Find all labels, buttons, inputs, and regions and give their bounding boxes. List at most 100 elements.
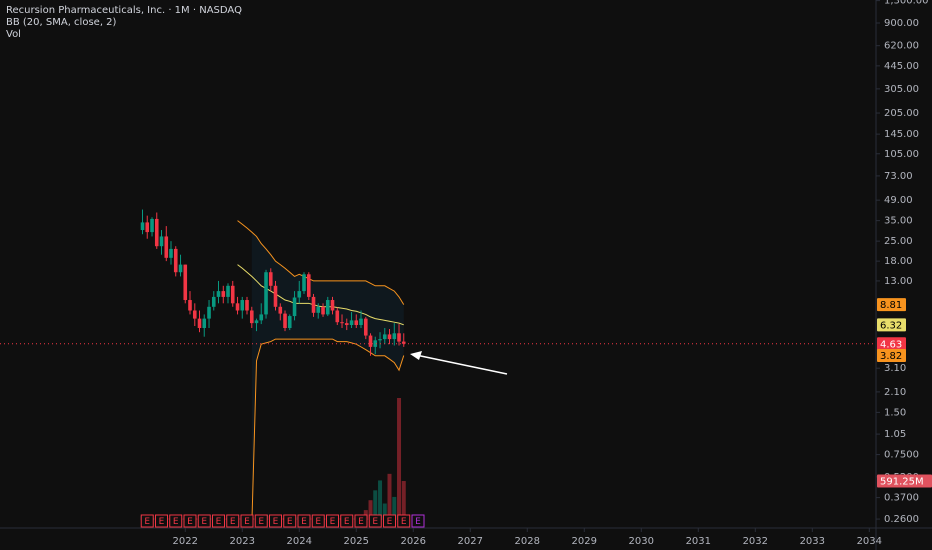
candle-body — [173, 248, 178, 273]
earnings-box — [297, 514, 311, 528]
earnings-box — [240, 514, 254, 528]
candle-body — [302, 274, 306, 292]
x-tick-label: 2028 — [515, 536, 540, 547]
earnings-box — [254, 514, 268, 528]
earnings-label: E — [287, 517, 293, 527]
candle-body — [221, 291, 226, 297]
earnings-label: E — [315, 517, 321, 527]
y-tick-label: 2.10 — [884, 387, 906, 398]
upper-tag-bg — [877, 298, 906, 312]
earnings-label: E — [173, 517, 179, 527]
volume-label: Vol — [6, 29, 21, 40]
volume-bar — [378, 480, 383, 520]
candle-body — [145, 222, 150, 233]
earnings-box — [169, 514, 183, 528]
candle-body — [378, 339, 382, 341]
earnings-box — [311, 514, 325, 528]
candle-body — [401, 341, 406, 344]
candle-body — [368, 335, 373, 347]
y-tick-label: 900.00 — [884, 18, 919, 29]
candle-body — [392, 333, 397, 340]
x-tick-label: 2025 — [344, 536, 369, 547]
earnings-box — [183, 514, 197, 528]
x-tick-label: 2029 — [572, 536, 597, 547]
y-tick-label: 35.00 — [884, 216, 913, 227]
earnings-box — [268, 514, 282, 528]
candle-body — [164, 236, 169, 258]
basis-tag-bg — [877, 318, 906, 332]
candle-body — [140, 222, 145, 231]
candle-body — [283, 313, 287, 328]
x-tick-label: 2031 — [686, 536, 711, 547]
earnings-label: E — [273, 517, 279, 527]
y-tick-label: 0.2600 — [884, 514, 919, 525]
candle-body — [254, 320, 259, 324]
candle-body — [245, 300, 249, 311]
lower-tag-bg — [877, 348, 906, 362]
y-tick-label: 1,300.00 — [884, 0, 929, 7]
candle-body — [292, 297, 297, 317]
y-tick-label: 18.00 — [884, 256, 913, 267]
earnings-label: E — [358, 517, 364, 527]
earnings-box — [383, 514, 397, 528]
earnings-label: E — [401, 517, 407, 527]
candle-body — [183, 264, 188, 301]
upper-tag: 8.81 — [880, 300, 902, 311]
earnings-box — [411, 514, 425, 528]
y-tick-label: 445.00 — [884, 61, 919, 72]
candle-body — [297, 291, 302, 298]
volume-bar — [368, 500, 373, 520]
y-tick-label: 1.05 — [884, 429, 906, 440]
candle-body — [150, 218, 154, 233]
basis-tag: 6.32 — [880, 320, 902, 331]
y-tick-label: 25.00 — [884, 236, 913, 247]
volume-tag: 591.25M — [880, 477, 924, 488]
candle-body — [159, 236, 164, 247]
x-tick-label: 2033 — [800, 536, 825, 547]
earnings-label: E — [144, 517, 150, 527]
last-price-tag: 4.63 — [880, 339, 902, 350]
chart-title: Recursion Pharmaceuticals, Inc. · 1M · N… — [6, 5, 242, 16]
candle-body — [359, 318, 363, 326]
earnings-label: E — [258, 517, 264, 527]
earnings-box — [197, 514, 211, 528]
candle-body — [325, 300, 330, 315]
earnings-label: E — [244, 517, 250, 527]
candle-body — [287, 316, 292, 328]
candle-body — [273, 285, 278, 307]
candle-body — [169, 248, 173, 258]
candle-body — [259, 314, 264, 321]
annotation-arrow — [410, 351, 508, 375]
earnings-label: E — [187, 517, 193, 527]
bb-upper — [237, 220, 405, 305]
volume-tag-bg — [877, 474, 932, 488]
candle-body — [249, 310, 254, 324]
earnings-box — [226, 514, 240, 528]
y-tick-label: 105.00 — [884, 149, 919, 160]
earnings-label: E — [415, 517, 421, 527]
candle-body — [316, 306, 321, 313]
earnings-box — [326, 514, 339, 528]
volume-bar — [401, 481, 406, 520]
candle-body — [188, 300, 192, 311]
candle-body — [278, 306, 283, 314]
candle-body — [264, 272, 268, 315]
earnings-box — [283, 514, 297, 528]
y-tick-label: 305.00 — [884, 84, 919, 95]
candle-body — [340, 322, 344, 324]
candle-body — [192, 310, 197, 319]
candle-body — [230, 285, 235, 304]
earnings-label: E — [230, 517, 236, 527]
x-tick-label: 2032 — [743, 536, 768, 547]
volume-bar — [392, 496, 397, 520]
x-tick-label: 2027 — [458, 536, 483, 547]
arrow-shaft — [415, 354, 508, 375]
candle-body — [330, 300, 335, 311]
bb-lower — [251, 338, 405, 527]
indicator-label: BB (20, SMA, close, 2) — [6, 17, 117, 28]
candle-body — [382, 334, 387, 340]
